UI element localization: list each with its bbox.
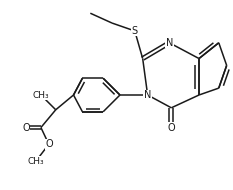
Text: O: O	[168, 123, 175, 132]
Text: CH₃: CH₃	[33, 90, 49, 100]
Text: O: O	[45, 139, 53, 149]
Text: S: S	[132, 26, 138, 36]
Text: O: O	[22, 123, 30, 132]
Text: N: N	[166, 38, 173, 48]
Text: N: N	[144, 90, 151, 100]
Text: CH₃: CH₃	[28, 157, 44, 165]
